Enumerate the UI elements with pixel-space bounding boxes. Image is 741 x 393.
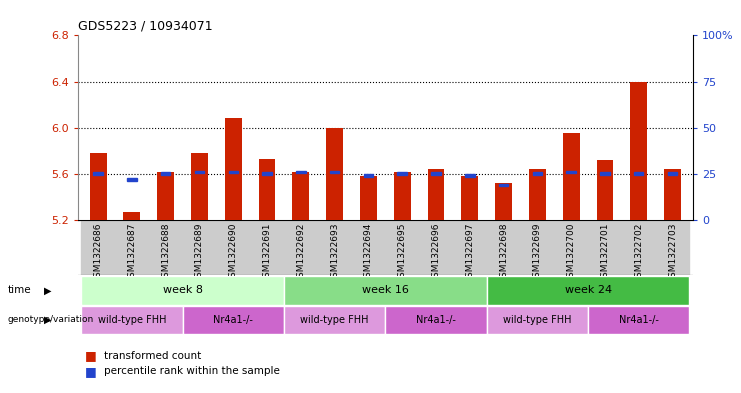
Bar (397, 173, 407, 175)
Bar (124, 212, 140, 220)
Bar (520, 220, 554, 275)
Bar (487, 306, 588, 334)
Bar (428, 169, 445, 220)
Bar (668, 173, 677, 175)
Text: wild-type FHH: wild-type FHH (300, 315, 369, 325)
Bar (656, 220, 689, 275)
Text: GSM1322691: GSM1322691 (262, 223, 271, 283)
Bar (631, 82, 647, 220)
Text: GSM1322693: GSM1322693 (330, 223, 339, 283)
Bar (284, 306, 385, 334)
Text: GSM1322690: GSM1322690 (229, 223, 238, 283)
Bar (431, 173, 441, 175)
Bar (293, 172, 309, 220)
Text: GSM1322694: GSM1322694 (364, 223, 373, 283)
Bar (259, 159, 276, 220)
Bar (588, 220, 622, 275)
Bar (600, 173, 610, 175)
Bar (195, 171, 205, 173)
Text: GSM1322698: GSM1322698 (499, 223, 508, 283)
Bar (90, 153, 107, 220)
Bar (191, 153, 208, 220)
Bar (161, 173, 170, 175)
Bar (262, 173, 272, 175)
Bar (634, 173, 643, 175)
Bar (566, 171, 576, 173)
Text: ■: ■ (85, 349, 97, 362)
Bar (182, 306, 284, 334)
Bar (487, 220, 520, 275)
Text: transformed count: transformed count (104, 351, 201, 361)
Text: Nr4a1-/-: Nr4a1-/- (213, 315, 253, 325)
Text: wild-type FHH: wild-type FHH (503, 315, 571, 325)
Bar (228, 171, 238, 173)
Text: genotype/variation: genotype/variation (7, 316, 93, 324)
Text: GSM1322689: GSM1322689 (195, 223, 204, 283)
Text: GSM1322687: GSM1322687 (127, 223, 136, 283)
Bar (225, 119, 242, 220)
Text: GSM1322697: GSM1322697 (465, 223, 474, 283)
Bar (419, 220, 453, 275)
Bar (82, 306, 182, 334)
Text: GSM1322700: GSM1322700 (567, 223, 576, 283)
Bar (318, 220, 351, 275)
Bar (385, 220, 419, 275)
Text: time: time (7, 285, 31, 296)
Bar (385, 306, 487, 334)
Bar (149, 220, 182, 275)
Text: ■: ■ (85, 365, 97, 378)
Text: GSM1322701: GSM1322701 (600, 223, 610, 283)
Text: week 8: week 8 (162, 285, 202, 296)
Text: GSM1322702: GSM1322702 (634, 223, 643, 283)
Text: GSM1322703: GSM1322703 (668, 223, 677, 283)
Bar (157, 172, 174, 220)
Bar (330, 171, 339, 173)
Bar (487, 276, 689, 305)
Bar (351, 220, 385, 275)
Bar (462, 176, 478, 220)
Bar (453, 220, 487, 275)
Bar (250, 220, 284, 275)
Bar (597, 160, 614, 220)
Bar (622, 220, 656, 275)
Bar (82, 276, 284, 305)
Text: GSM1322699: GSM1322699 (533, 223, 542, 283)
Bar (393, 172, 411, 220)
Bar (495, 183, 512, 220)
Bar (284, 276, 487, 305)
Text: wild-type FHH: wild-type FHH (98, 315, 166, 325)
Text: GDS5223 / 10934071: GDS5223 / 10934071 (78, 20, 213, 33)
Text: GSM1322692: GSM1322692 (296, 223, 305, 283)
Text: GSM1322695: GSM1322695 (398, 223, 407, 283)
Text: GSM1322688: GSM1322688 (161, 223, 170, 283)
Text: percentile rank within the sample: percentile rank within the sample (104, 366, 279, 376)
Bar (93, 173, 103, 175)
Bar (216, 220, 250, 275)
Bar (529, 169, 546, 220)
Text: week 16: week 16 (362, 285, 409, 296)
Text: GSM1322696: GSM1322696 (431, 223, 440, 283)
Bar (82, 220, 115, 275)
Bar (284, 220, 318, 275)
Bar (554, 220, 588, 275)
Text: ▶: ▶ (44, 315, 52, 325)
Bar (326, 128, 343, 220)
Bar (499, 184, 508, 186)
Text: Nr4a1-/-: Nr4a1-/- (416, 315, 456, 325)
Bar (127, 178, 136, 181)
Text: ▶: ▶ (44, 285, 52, 296)
Bar (182, 220, 216, 275)
Bar (296, 171, 305, 173)
Bar (562, 134, 579, 220)
Bar (465, 174, 474, 177)
Text: Nr4a1-/-: Nr4a1-/- (619, 315, 659, 325)
Bar (115, 220, 149, 275)
Bar (664, 169, 681, 220)
Bar (588, 306, 689, 334)
Bar (364, 174, 373, 177)
Bar (533, 173, 542, 175)
Text: GSM1322686: GSM1322686 (93, 223, 102, 283)
Bar (360, 176, 377, 220)
Text: week 24: week 24 (565, 285, 611, 296)
